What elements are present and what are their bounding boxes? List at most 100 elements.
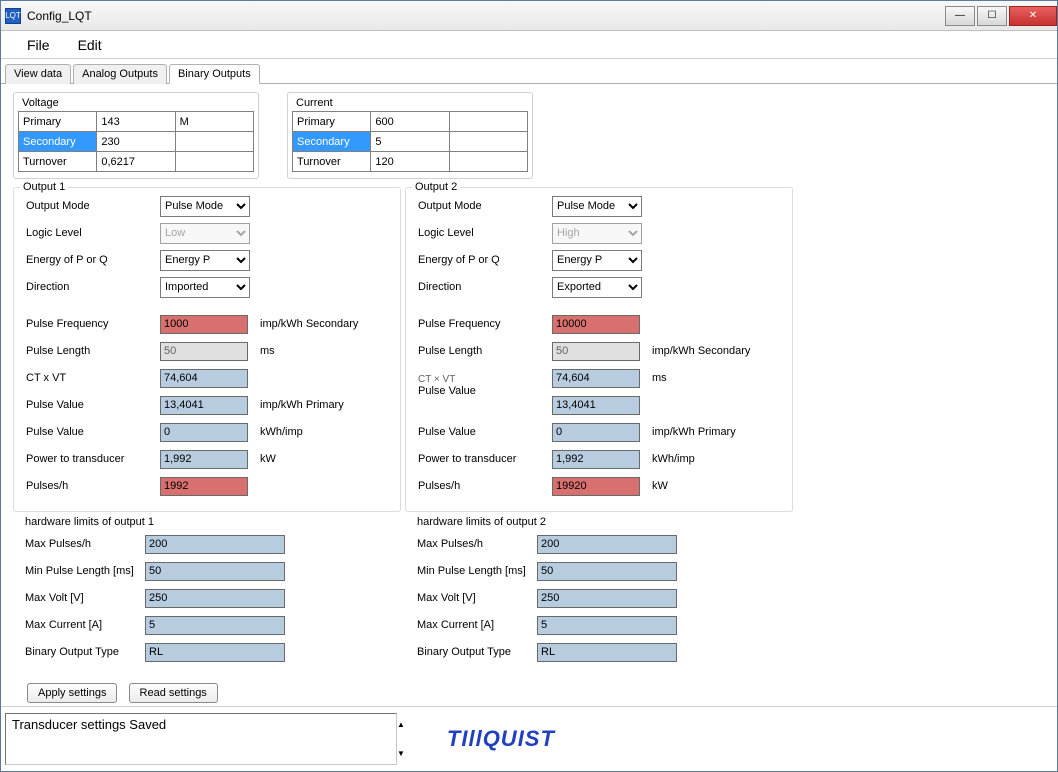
unit-secondary: imp/kWh Secondary bbox=[652, 345, 750, 357]
label-min-pulse-length: Min Pulse Length [ms] bbox=[417, 565, 537, 577]
label-output-mode: Output Mode bbox=[418, 200, 552, 212]
window-title: Config_LQT bbox=[27, 9, 945, 23]
cell[interactable]: Turnover bbox=[19, 152, 97, 172]
hw1-max-current-field[interactable]: 5 bbox=[145, 616, 285, 635]
output1-title: Output 1 bbox=[20, 181, 68, 193]
cell[interactable] bbox=[175, 152, 253, 172]
current-table-title: Current bbox=[292, 95, 528, 111]
scroll-up-icon[interactable]: ▲ bbox=[397, 720, 405, 729]
label-energy: Energy of P or Q bbox=[26, 254, 160, 266]
output2-pulse-value-b-field[interactable]: 0 bbox=[552, 423, 640, 442]
output2-output-mode-select[interactable]: Pulse Mode bbox=[552, 196, 642, 217]
output1-energy-select[interactable]: Energy P bbox=[160, 250, 250, 271]
cell[interactable]: 0,6217 bbox=[97, 152, 175, 172]
cell[interactable]: 5 bbox=[371, 132, 449, 152]
hw2-min-pulse-length-field[interactable]: 50 bbox=[537, 562, 677, 581]
close-button[interactable]: ✕ bbox=[1009, 6, 1057, 26]
current-table-box: Current Primary 600 Secondary 5 Turnover bbox=[287, 92, 533, 179]
output2-pulsesh-field[interactable]: 19920 bbox=[552, 477, 640, 496]
cell[interactable]: Secondary bbox=[19, 132, 97, 152]
output2-power-field[interactable]: 1,992 bbox=[552, 450, 640, 469]
hw1-binary-output-type-field[interactable]: RL bbox=[145, 643, 285, 662]
output1-direction-select[interactable]: Imported bbox=[160, 277, 250, 298]
voltage-table[interactable]: Primary 143 M Secondary 230 Turnover 0,6… bbox=[18, 111, 254, 172]
output1-pulse-value-a-field[interactable]: 13,4041 bbox=[160, 396, 248, 415]
apply-settings-button[interactable]: Apply settings bbox=[27, 683, 117, 703]
table-row[interactable]: Primary 143 M bbox=[19, 112, 254, 132]
minimize-button[interactable]: — bbox=[945, 6, 975, 26]
cell[interactable]: M bbox=[175, 112, 253, 132]
hw-limits-output2: hardware limits of output 2 Max Pulses/h… bbox=[405, 512, 793, 677]
cell[interactable]: Secondary bbox=[293, 132, 371, 152]
footer: Transducer settings Saved ▲ ▼ TIllQUIST bbox=[1, 706, 1057, 771]
output2-pulse-value-a-field[interactable]: 13,4041 bbox=[552, 396, 640, 415]
cell[interactable]: Primary bbox=[19, 112, 97, 132]
table-row[interactable]: Secondary 5 bbox=[293, 132, 528, 152]
output1-pulse-value-b-field[interactable]: 0 bbox=[160, 423, 248, 442]
cell[interactable]: 230 bbox=[97, 132, 175, 152]
current-table[interactable]: Primary 600 Secondary 5 Turnover 120 bbox=[292, 111, 528, 172]
unit-kw: kW bbox=[652, 480, 668, 492]
label-max-current: Max Current [A] bbox=[25, 619, 145, 631]
brand-logo: TIllQUIST bbox=[447, 726, 555, 752]
tab-view-data[interactable]: View data bbox=[5, 64, 71, 84]
status-scroll[interactable]: ▲ ▼ bbox=[397, 720, 407, 758]
app-icon: LQT bbox=[5, 8, 21, 24]
label-pulse-length: Pulse Length bbox=[26, 345, 160, 357]
menubar: File Edit bbox=[1, 31, 1057, 59]
table-row[interactable]: Turnover 120 bbox=[293, 152, 528, 172]
output2-ctxvt-field[interactable]: 74,604 bbox=[552, 369, 640, 388]
output2-title: Output 2 bbox=[412, 181, 460, 193]
cell[interactable]: 600 bbox=[371, 112, 449, 132]
hw2-max-volt-field[interactable]: 250 bbox=[537, 589, 677, 608]
cell[interactable]: Turnover bbox=[293, 152, 371, 172]
unit-kwhimp: kWh/imp bbox=[652, 453, 695, 465]
output2-pulse-frequency-field[interactable]: 10000 bbox=[552, 315, 640, 334]
label-pulse-frequency: Pulse Frequency bbox=[26, 318, 160, 330]
cell[interactable] bbox=[449, 112, 527, 132]
menu-file[interactable]: File bbox=[13, 33, 64, 57]
output1-logic-level-select: Low bbox=[160, 223, 250, 244]
read-settings-button[interactable]: Read settings bbox=[129, 683, 218, 703]
tab-binary-outputs[interactable]: Binary Outputs bbox=[169, 64, 260, 84]
table-row[interactable]: Primary 600 bbox=[293, 112, 528, 132]
window-frame: LQT Config_LQT — ☐ ✕ File Edit View data… bbox=[0, 0, 1058, 772]
label-direction: Direction bbox=[26, 281, 160, 293]
hw1-max-pulsesh-field[interactable]: 200 bbox=[145, 535, 285, 554]
status-text: Transducer settings Saved bbox=[12, 717, 390, 732]
label-energy: Energy of P or Q bbox=[418, 254, 552, 266]
cell[interactable]: 120 bbox=[371, 152, 449, 172]
output1-power-field[interactable]: 1,992 bbox=[160, 450, 248, 469]
cell[interactable] bbox=[449, 132, 527, 152]
cell[interactable]: 143 bbox=[97, 112, 175, 132]
output1-pulse-frequency-field[interactable]: 1000 bbox=[160, 315, 248, 334]
hw1-min-pulse-length-field[interactable]: 50 bbox=[145, 562, 285, 581]
unit-ms: ms bbox=[260, 345, 275, 357]
maximize-button[interactable]: ☐ bbox=[977, 6, 1007, 26]
hw2-max-current-field[interactable]: 5 bbox=[537, 616, 677, 635]
scroll-down-icon[interactable]: ▼ bbox=[397, 749, 405, 758]
voltage-table-box: Voltage Primary 143 M Secondary 230 Turn… bbox=[13, 92, 259, 179]
table-row[interactable]: Turnover 0,6217 bbox=[19, 152, 254, 172]
table-row[interactable]: Secondary 230 bbox=[19, 132, 254, 152]
tab-analog-outputs[interactable]: Analog Outputs bbox=[73, 64, 167, 84]
window-buttons: — ☐ ✕ bbox=[945, 6, 1057, 26]
hw2-max-pulsesh-field[interactable]: 200 bbox=[537, 535, 677, 554]
hw1-max-volt-field[interactable]: 250 bbox=[145, 589, 285, 608]
unit-primary: imp/kWh Primary bbox=[260, 399, 344, 411]
unit-ms: ms bbox=[652, 372, 667, 384]
output1-output-mode-select[interactable]: Pulse Mode bbox=[160, 196, 250, 217]
cell[interactable] bbox=[449, 152, 527, 172]
content-area: Voltage Primary 143 M Secondary 230 Turn… bbox=[1, 84, 1057, 706]
hw2-title: hardware limits of output 2 bbox=[417, 516, 781, 528]
hw1-title: hardware limits of output 1 bbox=[25, 516, 389, 528]
hw2-binary-output-type-field[interactable]: RL bbox=[537, 643, 677, 662]
cell[interactable]: Primary bbox=[293, 112, 371, 132]
output1-ctxvt-field[interactable]: 74,604 bbox=[160, 369, 248, 388]
output2-energy-select[interactable]: Energy P bbox=[552, 250, 642, 271]
label-power-to-transducer: Power to transducer bbox=[26, 453, 160, 465]
output2-direction-select[interactable]: Exported bbox=[552, 277, 642, 298]
output1-pulsesh-field[interactable]: 1992 bbox=[160, 477, 248, 496]
cell[interactable] bbox=[175, 132, 253, 152]
menu-edit[interactable]: Edit bbox=[64, 33, 116, 57]
